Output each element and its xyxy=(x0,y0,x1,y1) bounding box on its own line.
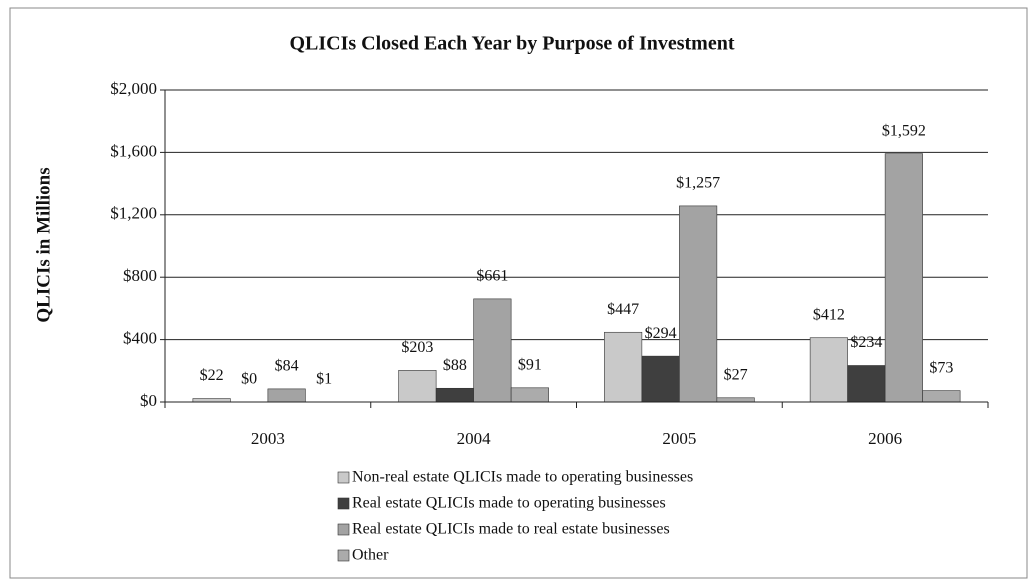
value-label: $412 xyxy=(813,306,845,323)
legend-swatch xyxy=(337,471,350,484)
value-label: $91 xyxy=(518,356,542,373)
bar xyxy=(884,153,923,403)
value-label: $22 xyxy=(200,367,224,384)
legend-label: Real estate QLICIs made to real estate b… xyxy=(352,521,670,538)
legend-swatch xyxy=(337,523,350,536)
legend-label: Other xyxy=(352,547,389,564)
bar xyxy=(847,365,886,403)
chart-title: QLICIs Closed Each Year by Purpose of In… xyxy=(289,33,734,55)
bar xyxy=(473,298,512,403)
value-label: $88 xyxy=(443,357,467,374)
value-label: $234 xyxy=(850,334,882,351)
chart-frame xyxy=(9,7,1028,579)
y-tick-label: $0 xyxy=(140,391,157,410)
value-label: $27 xyxy=(724,366,748,383)
x-tick-label: 2003 xyxy=(251,429,285,448)
y-tick-label: $2,000 xyxy=(110,79,157,98)
value-label: $1 xyxy=(316,371,332,388)
value-label: $1,257 xyxy=(676,175,720,192)
x-tick-label: 2004 xyxy=(457,429,492,448)
legend-swatch xyxy=(337,549,350,562)
bar xyxy=(922,390,961,403)
y-axis-label: QLICIs in Millions xyxy=(33,167,54,322)
bar xyxy=(435,387,474,403)
legend-label: Real estate QLICIs made to operating bus… xyxy=(352,495,666,512)
value-label: $1,592 xyxy=(882,122,926,139)
legend-swatch xyxy=(337,497,350,510)
value-label: $0 xyxy=(241,371,257,388)
value-label: $294 xyxy=(645,325,677,342)
value-label: $661 xyxy=(476,268,508,285)
bar xyxy=(716,397,755,403)
value-label: $84 xyxy=(275,358,299,375)
value-label: $73 xyxy=(929,359,953,376)
y-tick-label: $800 xyxy=(123,266,157,285)
bar xyxy=(510,387,549,403)
x-tick-label: 2006 xyxy=(868,429,902,448)
y-tick-label: $1,200 xyxy=(110,204,157,223)
bar xyxy=(641,355,680,403)
x-tick-label: 2005 xyxy=(662,429,696,448)
bar xyxy=(604,331,643,403)
y-tick-label: $400 xyxy=(123,329,157,348)
legend-label: Non-real estate QLICIs made to operating… xyxy=(352,469,693,486)
bar xyxy=(192,398,231,403)
bar xyxy=(267,388,306,403)
bar xyxy=(809,337,848,403)
y-tick-label: $1,600 xyxy=(110,141,157,160)
value-label: $447 xyxy=(607,301,639,318)
bar xyxy=(398,370,437,403)
value-label: $203 xyxy=(401,339,433,356)
bar xyxy=(679,205,718,403)
